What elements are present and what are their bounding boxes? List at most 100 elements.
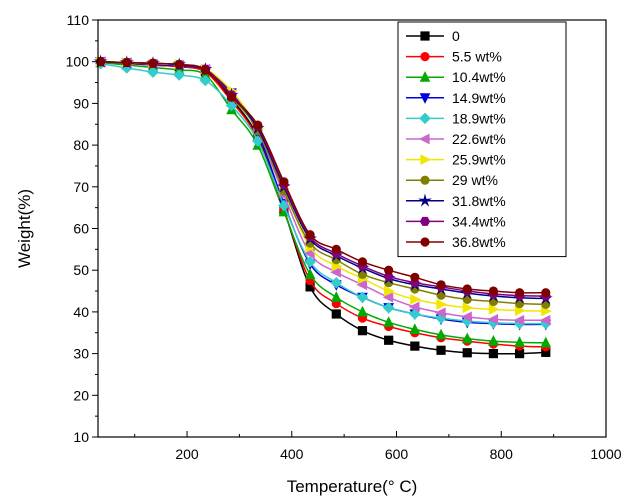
legend-label: 36.8wt%	[452, 234, 506, 250]
data-point	[462, 302, 474, 314]
legend-entry: 34.4wt%	[406, 213, 506, 229]
legend-marker	[420, 175, 430, 185]
data-point	[383, 316, 395, 327]
data-point	[488, 334, 499, 346]
legend-entry: 14.9wt%	[406, 90, 506, 106]
data-point	[356, 279, 368, 291]
data-point	[225, 99, 238, 112]
y-tick-label: 20	[73, 387, 89, 403]
x-tick-label: 1000	[590, 446, 621, 462]
data-point	[384, 265, 394, 275]
y-tick-label: 30	[73, 346, 89, 362]
legend-marker	[419, 93, 431, 104]
data-point	[435, 328, 447, 340]
x-axis-title: Temperature(° C)	[287, 477, 418, 496]
legend-marker	[418, 133, 430, 145]
legend-marker	[420, 51, 430, 62]
data-point	[436, 299, 448, 310]
x-tick-label: 600	[385, 446, 409, 462]
legend-entry: 29 wt%	[406, 172, 498, 188]
legend-marker	[420, 154, 432, 165]
legend-label: 34.4wt%	[452, 213, 506, 229]
data-point	[330, 266, 341, 278]
data-point	[488, 304, 500, 315]
y-tick-label: 50	[73, 262, 89, 278]
data-point	[279, 177, 289, 187]
data-point	[148, 58, 158, 68]
data-point	[304, 268, 316, 279]
data-point	[331, 244, 341, 254]
data-point	[357, 257, 368, 267]
ticks-layer: 200 400 600 800 1000 10 20 30 40 50 60 70 80 90 100 110	[66, 12, 622, 462]
x-tick-label: 400	[280, 446, 304, 462]
data-point	[409, 308, 421, 320]
data-point	[434, 307, 446, 319]
data-point	[462, 284, 472, 294]
data-point	[304, 256, 316, 268]
data-point	[356, 291, 369, 304]
legend-marker	[418, 193, 432, 207]
data-point	[540, 336, 552, 348]
data-point	[514, 288, 525, 298]
legend-marker	[419, 112, 431, 125]
data-point	[174, 60, 184, 70]
data-point	[410, 341, 420, 351]
data-point	[541, 288, 551, 298]
data-point	[384, 335, 394, 345]
legend-label: 5.5 wt%	[452, 49, 502, 65]
legend-label: 0	[452, 28, 460, 44]
data-point	[147, 66, 159, 78]
legend-label: 25.9wt%	[452, 152, 506, 168]
data-point	[357, 326, 368, 336]
legend: 0 5.5 wt% 10.4wt% 14.9wt% 18.9wt% 22.6wt% 25.9…	[397, 21, 567, 258]
data-point	[330, 276, 343, 289]
x-tick-label: 800	[490, 446, 514, 462]
legend-entry: 18.9wt%	[406, 110, 506, 126]
data-point	[330, 291, 342, 302]
data-point	[200, 65, 210, 75]
y-tick-label: 10	[73, 429, 89, 445]
legend-entry: 22.6wt%	[406, 131, 506, 147]
legend-label: 14.9wt%	[452, 90, 506, 106]
y-tick-label: 100	[66, 54, 90, 70]
data-point	[226, 92, 237, 102]
data-point	[382, 301, 395, 314]
legend-entry: 5.5 wt%	[406, 49, 502, 65]
data-point	[410, 272, 420, 282]
data-point	[122, 57, 132, 68]
data-point	[357, 305, 368, 317]
legend-entry: 10.4wt%	[406, 69, 506, 85]
data-point	[331, 309, 341, 319]
series-layer	[93, 54, 553, 359]
legend-entry: 25.9wt%	[406, 152, 506, 168]
legend-label: 31.8wt%	[452, 193, 506, 209]
legend-entry: 0	[406, 28, 460, 44]
x-tick-label: 200	[175, 446, 199, 462]
data-point	[384, 285, 395, 297]
data-point	[305, 230, 315, 240]
y-tick-label: 70	[73, 179, 89, 195]
data-point	[514, 336, 525, 347]
data-point	[410, 294, 421, 305]
legend-label: 29 wt%	[452, 172, 498, 188]
y-axis-title: Weight(%)	[15, 189, 34, 268]
legend-marker	[420, 237, 430, 247]
data-point	[409, 323, 421, 335]
y-tick-label: 40	[73, 304, 89, 320]
data-point	[461, 311, 472, 323]
legend-entry: 36.8wt%	[406, 234, 506, 250]
data-point	[253, 120, 263, 130]
data-point	[514, 305, 526, 316]
data-point	[173, 69, 185, 81]
data-point	[382, 291, 394, 303]
data-point	[462, 348, 472, 358]
legend-marker	[420, 31, 430, 41]
data-point	[513, 314, 525, 326]
legend-label: 10.4wt%	[452, 69, 506, 85]
y-tick-label: 90	[73, 95, 89, 111]
data-point	[199, 74, 212, 87]
legend-marker	[419, 71, 431, 82]
legend-label: 18.9wt%	[452, 110, 506, 126]
data-point	[436, 280, 446, 290]
data-point	[539, 314, 551, 326]
